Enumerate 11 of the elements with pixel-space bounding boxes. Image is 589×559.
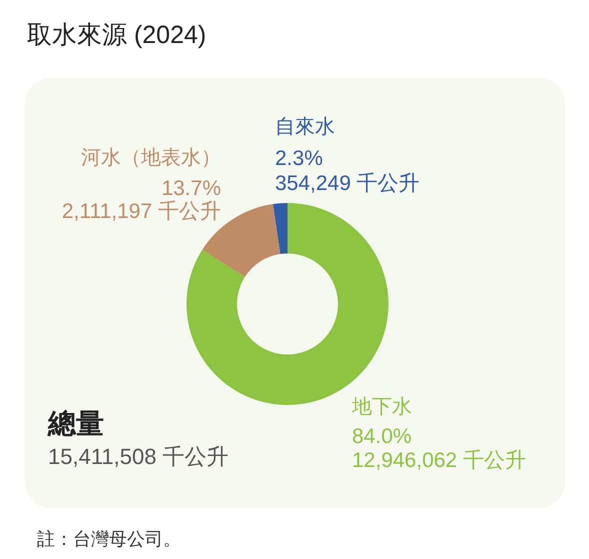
chart-title: 取水來源 (2024): [27, 21, 206, 49]
slice-label: 地下水: [351, 396, 412, 418]
text: 總量: [47, 408, 104, 439]
data-label: 2.3% 354,249 千公升: [275, 147, 420, 195]
data-label: 84.0% 12,946,062 千公升: [352, 425, 526, 472]
data-label: 13.7% 2,111,197 千公升: [62, 177, 221, 223]
text: 15,411,508 千公升: [48, 444, 229, 469]
donut-slice: [272, 203, 288, 254]
text: 註：台灣母公司。: [37, 529, 181, 549]
slice-label: 河水（地表水）: [81, 147, 221, 169]
slice-label: 自來水: [275, 116, 335, 138]
